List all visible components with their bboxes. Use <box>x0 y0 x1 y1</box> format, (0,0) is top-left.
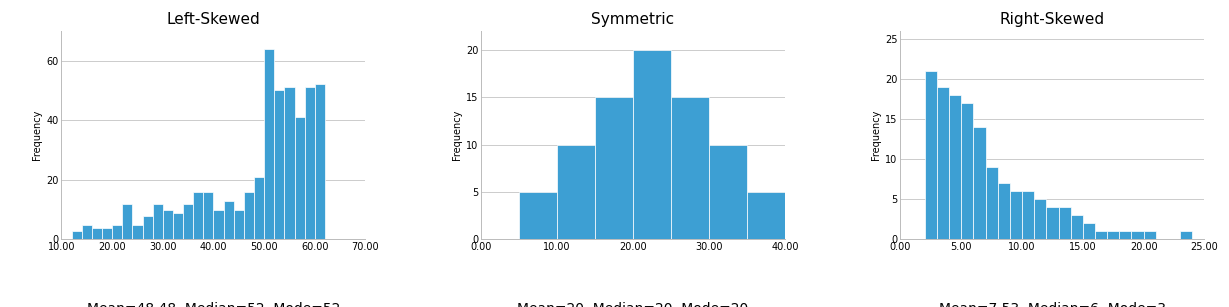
Bar <box>183 204 193 239</box>
Bar <box>162 210 173 239</box>
Bar <box>284 87 295 239</box>
Bar <box>214 210 224 239</box>
Bar <box>936 87 949 239</box>
Y-axis label: Frequency: Frequency <box>871 110 881 160</box>
Bar <box>949 95 961 239</box>
Bar <box>1144 231 1155 239</box>
Title: Left-Skewed: Left-Skewed <box>167 12 261 27</box>
Bar <box>92 227 102 239</box>
Bar <box>234 210 243 239</box>
Bar <box>112 224 122 239</box>
Bar <box>986 167 998 239</box>
Bar <box>709 145 747 239</box>
Bar <box>274 90 284 239</box>
Bar <box>1034 199 1046 239</box>
Bar <box>173 213 183 239</box>
Bar <box>519 192 557 239</box>
Y-axis label: Frequency: Frequency <box>32 110 42 160</box>
Bar <box>71 231 81 239</box>
Bar <box>1046 207 1058 239</box>
Bar <box>1070 216 1083 239</box>
Bar <box>122 204 133 239</box>
Bar <box>133 224 143 239</box>
Bar <box>143 216 152 239</box>
Bar <box>973 127 986 239</box>
Bar <box>1107 231 1120 239</box>
Bar <box>1132 231 1144 239</box>
Bar <box>998 183 1010 239</box>
Bar <box>1083 223 1095 239</box>
Y-axis label: Frequency: Frequency <box>451 110 462 160</box>
Bar <box>254 177 264 239</box>
Bar <box>1010 191 1023 239</box>
Bar <box>152 204 162 239</box>
Bar <box>264 49 274 239</box>
Bar <box>102 227 112 239</box>
Bar <box>315 84 324 239</box>
Bar <box>193 192 203 239</box>
Bar <box>224 201 234 239</box>
Bar <box>924 71 936 239</box>
Text: Mean=48.48, Median=52, Mode=52: Mean=48.48, Median=52, Mode=52 <box>87 302 340 307</box>
Bar <box>1023 191 1034 239</box>
Bar <box>81 224 92 239</box>
Bar <box>1120 231 1132 239</box>
Bar <box>1180 231 1192 239</box>
Bar <box>243 192 254 239</box>
Bar <box>747 192 785 239</box>
Title: Right-Skewed: Right-Skewed <box>1000 12 1105 27</box>
Title: Symmetric: Symmetric <box>591 12 675 27</box>
Bar <box>671 97 709 239</box>
Bar <box>633 50 671 239</box>
Text: Mean=7.53, Median=6, Mode=3: Mean=7.53, Median=6, Mode=3 <box>939 302 1166 307</box>
Bar <box>961 103 973 239</box>
Bar <box>295 117 305 239</box>
Bar <box>1095 231 1107 239</box>
Bar <box>305 87 315 239</box>
Bar <box>1058 207 1070 239</box>
Bar <box>203 192 214 239</box>
Bar <box>595 97 633 239</box>
Text: Mean=20, Median=20, Mode=20: Mean=20, Median=20, Mode=20 <box>517 302 748 307</box>
Bar <box>557 145 595 239</box>
